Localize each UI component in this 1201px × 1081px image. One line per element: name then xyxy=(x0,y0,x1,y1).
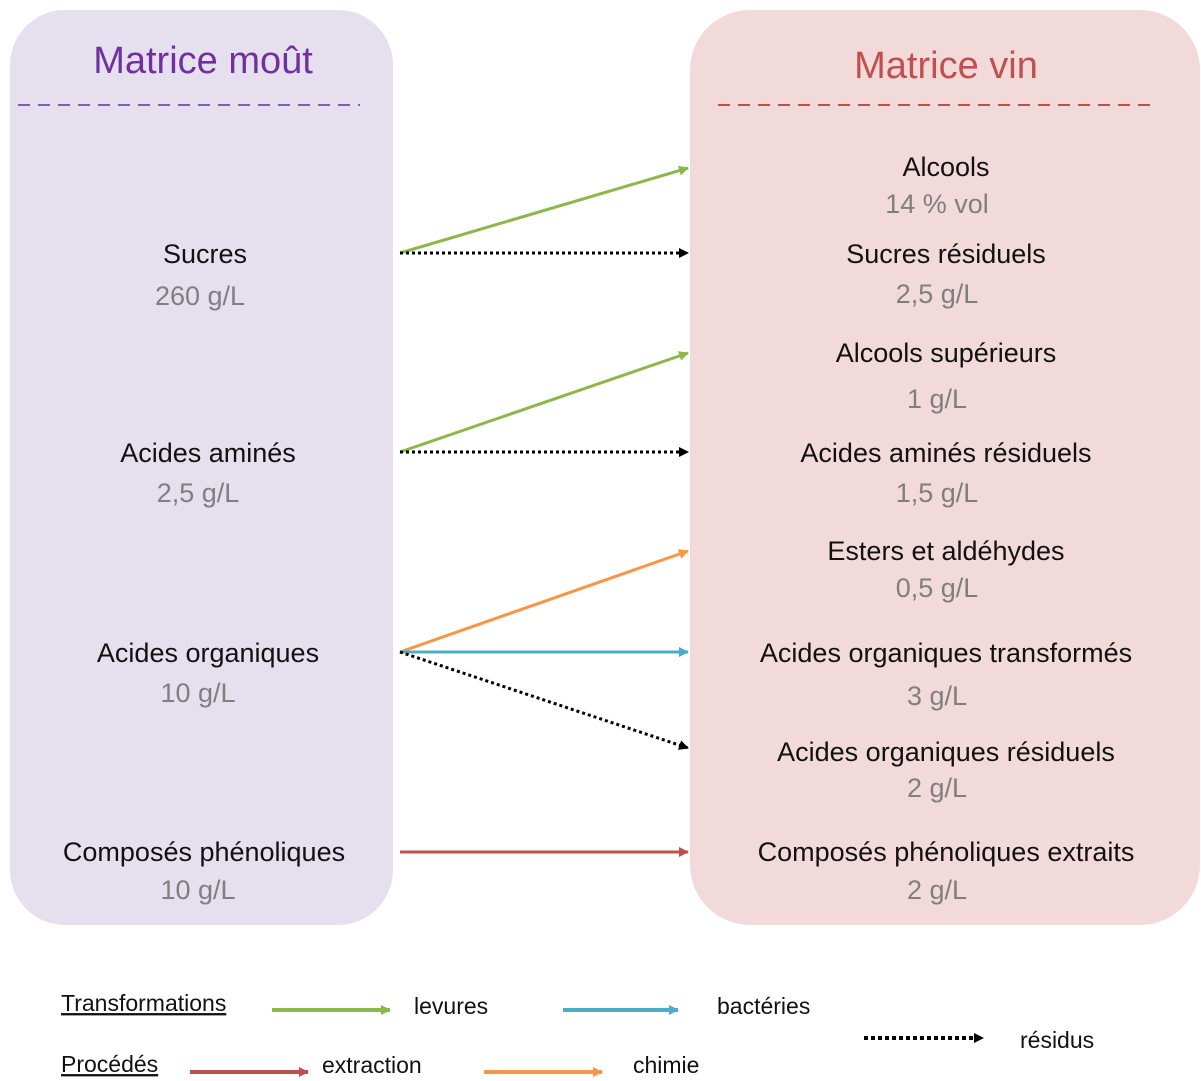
item-label: Acides organiques xyxy=(97,638,319,668)
item-label: Acides aminés xyxy=(120,438,296,468)
legend-heading: Transformations xyxy=(61,990,226,1016)
item-label: Acides organiques transformés xyxy=(760,638,1132,668)
item-label: Acides aminés résiduels xyxy=(800,438,1091,468)
left-title: Matrice moût xyxy=(93,40,313,82)
legend-label: bactéries xyxy=(717,993,810,1019)
item-value: 1,5 g/L xyxy=(896,478,979,508)
legend-label: chimie xyxy=(633,1052,699,1078)
item-value: 0,5 g/L xyxy=(896,573,979,603)
item-label: Sucres résiduels xyxy=(846,239,1046,269)
item-value: 3 g/L xyxy=(907,681,967,711)
item-value: 10 g/L xyxy=(160,875,235,905)
right-box xyxy=(690,10,1200,925)
legend-label: résidus xyxy=(1020,1027,1094,1053)
right-title: Matrice vin xyxy=(854,45,1038,87)
item-value: 1 g/L xyxy=(907,384,967,414)
item-value: 10 g/L xyxy=(160,678,235,708)
item-value: 14 % vol xyxy=(885,189,989,219)
item-label: Alcools supérieurs xyxy=(836,338,1057,368)
arrow xyxy=(399,549,689,654)
arrow xyxy=(399,351,689,454)
item-value: 2,5 g/L xyxy=(896,279,979,309)
arrow xyxy=(399,165,689,255)
item-label: Acides organiques résiduels xyxy=(777,737,1115,767)
item-value: 2,5 g/L xyxy=(157,478,240,508)
item-label: Composés phénoliques xyxy=(63,837,345,867)
item-label: Alcools xyxy=(902,152,989,182)
arrow xyxy=(399,650,689,750)
legend-label: extraction xyxy=(322,1052,422,1078)
item-value: 260 g/L xyxy=(155,281,245,311)
item-label: Composés phénoliques extraits xyxy=(758,837,1135,867)
item-label: Esters et aldéhydes xyxy=(827,536,1064,566)
item-label: Sucres xyxy=(163,239,247,269)
legend-label: levures xyxy=(414,993,488,1019)
item-value: 2 g/L xyxy=(907,773,967,803)
left-box xyxy=(10,10,393,925)
legend-heading: Procédés xyxy=(61,1051,158,1077)
item-value: 2 g/L xyxy=(907,875,967,905)
